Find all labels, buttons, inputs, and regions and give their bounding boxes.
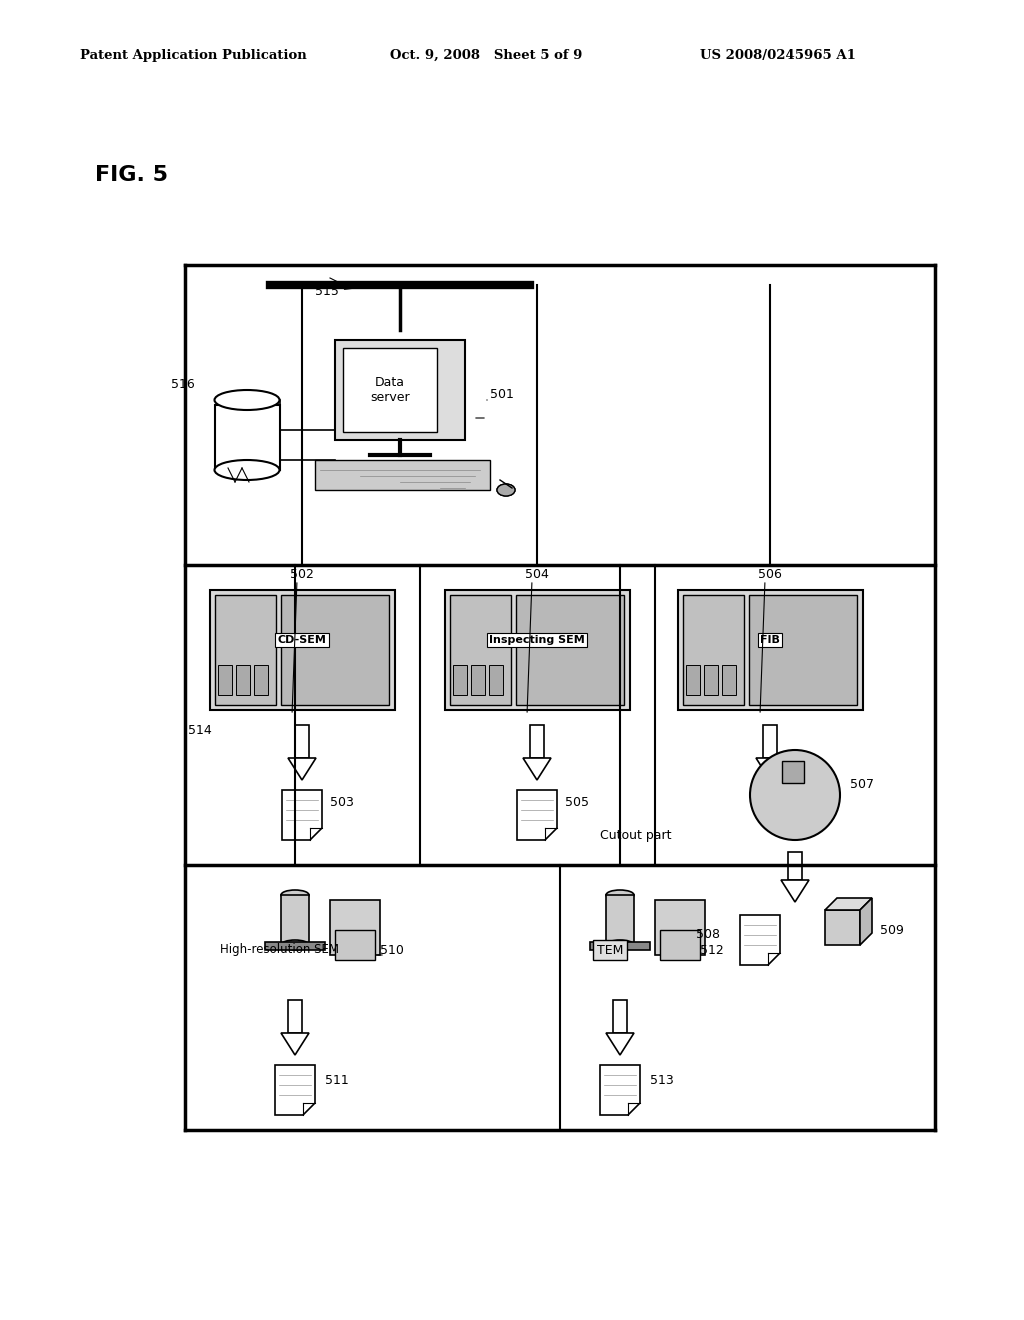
Polygon shape	[282, 789, 322, 840]
Polygon shape	[517, 789, 557, 840]
Ellipse shape	[281, 890, 309, 900]
Bar	[705, 665, 718, 696]
Ellipse shape	[281, 940, 309, 950]
Text: 501: 501	[490, 388, 514, 401]
Text: 509: 509	[880, 924, 904, 936]
Bar	[254, 665, 268, 696]
Bar	[218, 665, 232, 696]
Text: 513: 513	[650, 1073, 674, 1086]
Bar	[330, 900, 380, 954]
Bar	[281, 895, 309, 945]
Circle shape	[750, 750, 840, 840]
Text: 507: 507	[850, 779, 874, 792]
Bar	[516, 595, 624, 705]
Polygon shape	[281, 1034, 309, 1055]
Ellipse shape	[497, 484, 515, 496]
Polygon shape	[275, 1065, 315, 1115]
Polygon shape	[288, 758, 316, 780]
Bar	[782, 762, 804, 783]
Text: Inspecting SEM: Inspecting SEM	[489, 635, 585, 645]
Text: 512: 512	[700, 944, 724, 957]
Bar	[678, 590, 863, 710]
Polygon shape	[523, 758, 551, 780]
Bar	[215, 405, 280, 470]
Bar	[215, 595, 276, 705]
Bar	[295, 725, 309, 758]
Bar	[210, 590, 395, 710]
Text: 516: 516	[171, 379, 195, 392]
Ellipse shape	[214, 459, 280, 480]
Text: 508: 508	[696, 928, 720, 941]
Bar	[453, 665, 467, 696]
Text: High-resolution SEM: High-resolution SEM	[220, 944, 339, 957]
Bar	[660, 931, 700, 960]
Polygon shape	[600, 1065, 640, 1115]
Bar	[288, 1001, 302, 1034]
Bar	[450, 595, 511, 705]
Polygon shape	[740, 915, 780, 965]
Bar	[788, 851, 802, 880]
Bar	[655, 900, 705, 954]
Bar	[590, 942, 650, 950]
Text: 505: 505	[565, 796, 589, 809]
Bar	[749, 595, 857, 705]
Polygon shape	[781, 880, 809, 902]
Text: US 2008/0245965 A1: US 2008/0245965 A1	[700, 49, 856, 62]
Text: Cutout part: Cutout part	[600, 829, 672, 842]
Text: TEM: TEM	[597, 944, 624, 957]
Bar	[683, 595, 744, 705]
Bar	[530, 725, 544, 758]
Bar	[471, 665, 485, 696]
Text: 515: 515	[315, 285, 377, 298]
Text: 514: 514	[188, 723, 212, 737]
Bar	[722, 665, 736, 696]
Text: Patent Application Publication: Patent Application Publication	[80, 49, 307, 62]
Text: FIG. 5: FIG. 5	[95, 165, 168, 185]
Bar	[686, 665, 700, 696]
Bar	[335, 931, 375, 960]
Text: 511: 511	[325, 1073, 349, 1086]
Ellipse shape	[606, 940, 634, 950]
Bar	[763, 725, 777, 758]
Bar	[606, 895, 634, 945]
Text: CD-SEM: CD-SEM	[278, 635, 327, 645]
Bar	[613, 1001, 627, 1034]
Text: 510: 510	[380, 944, 403, 957]
Bar	[445, 590, 630, 710]
Polygon shape	[825, 898, 872, 909]
Ellipse shape	[606, 890, 634, 900]
Polygon shape	[606, 1034, 634, 1055]
Polygon shape	[756, 758, 784, 780]
Text: 502: 502	[290, 569, 314, 582]
Polygon shape	[860, 898, 872, 945]
Bar	[236, 665, 250, 696]
Bar	[335, 341, 465, 440]
Bar	[315, 459, 490, 490]
Ellipse shape	[214, 389, 280, 411]
Bar	[825, 909, 860, 945]
Text: Data
server: Data server	[371, 376, 410, 404]
Bar	[343, 348, 437, 432]
Text: 504: 504	[525, 569, 549, 582]
Text: Oct. 9, 2008   Sheet 5 of 9: Oct. 9, 2008 Sheet 5 of 9	[390, 49, 583, 62]
Text: 506: 506	[758, 569, 782, 582]
Text: 503: 503	[330, 796, 354, 809]
Bar	[281, 595, 389, 705]
Text: FIB: FIB	[760, 635, 780, 645]
Bar	[265, 942, 325, 950]
Bar	[489, 665, 503, 696]
